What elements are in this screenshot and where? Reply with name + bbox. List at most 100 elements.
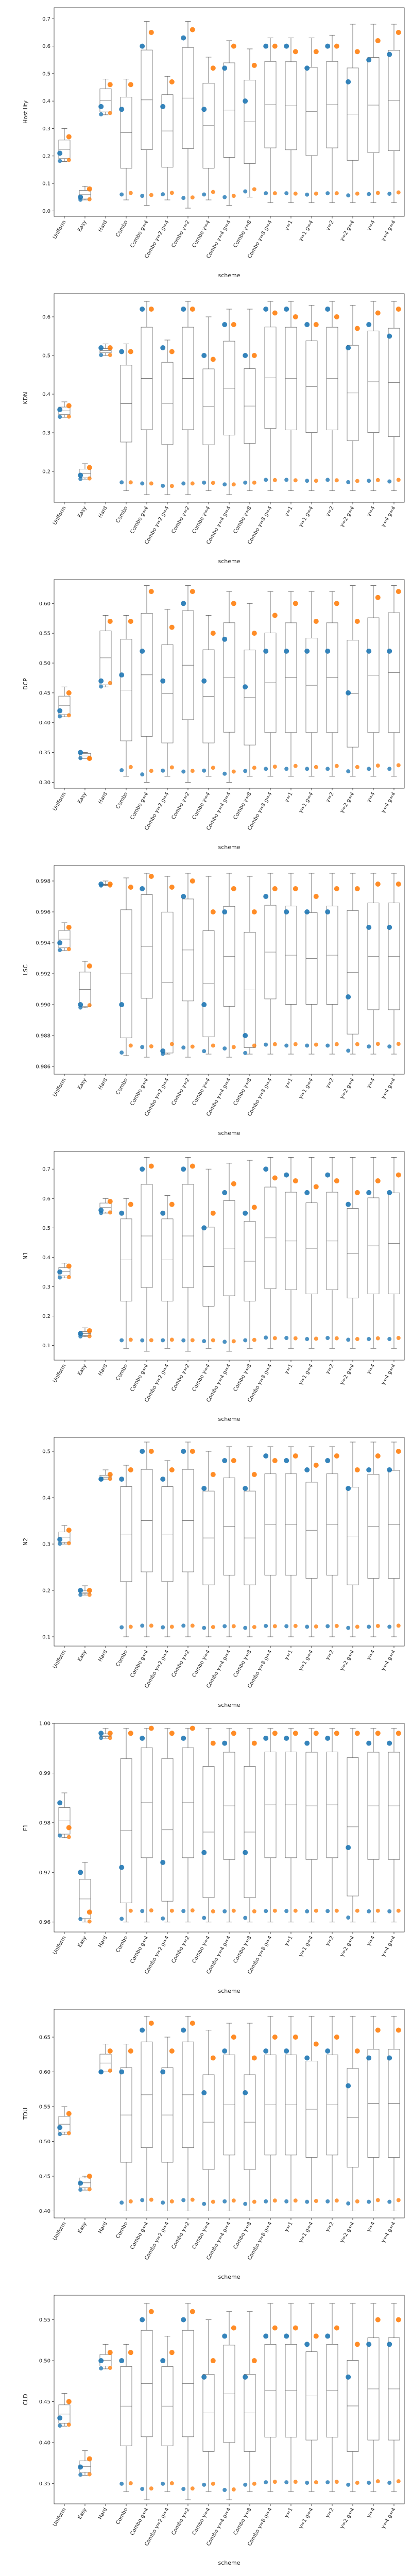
y-tick-label: 0.994 bbox=[36, 941, 50, 946]
x-tick-label: γ=2 g=4 bbox=[339, 791, 356, 814]
x-tick-label: Combo γ=8 bbox=[232, 1935, 252, 1964]
point-series-b bbox=[251, 631, 257, 636]
x-tick-label: γ=4 g=4 bbox=[381, 1363, 397, 1386]
point-series-a bbox=[222, 195, 227, 199]
point-series-a bbox=[264, 478, 268, 482]
point-series-a bbox=[325, 1043, 330, 1048]
point-series-a bbox=[58, 2424, 62, 2428]
point-series-a bbox=[161, 768, 165, 773]
y-tick-label: 0.60 bbox=[39, 601, 50, 607]
point-series-a bbox=[202, 2201, 207, 2206]
point-series-a bbox=[243, 1050, 248, 1055]
point-series-a bbox=[98, 678, 104, 684]
point-series-b bbox=[210, 909, 216, 914]
x-tick-label: γ=4 bbox=[366, 2221, 376, 2233]
y-tick-label: 0.990 bbox=[36, 1003, 50, 1008]
point-series-b bbox=[66, 403, 72, 409]
x-tick-label: Combo γ=2 g=4 bbox=[144, 1649, 170, 1689]
x-tick-label: γ=2 bbox=[325, 505, 335, 517]
point-series-b bbox=[293, 1623, 298, 1628]
point-series-b bbox=[108, 1477, 112, 1481]
point-series-a bbox=[346, 1486, 351, 1491]
y-tick-label: 0.50 bbox=[39, 661, 50, 667]
point-series-a bbox=[140, 2317, 145, 2323]
point-series-b bbox=[231, 1908, 236, 1913]
x-tick-label: Combo γ=8 g=4 bbox=[247, 1649, 273, 1689]
x-tick-label: Combo γ=4 g=4 bbox=[205, 1935, 232, 1975]
point-series-b bbox=[149, 769, 153, 773]
point-series-b bbox=[293, 478, 298, 483]
point-series-a bbox=[387, 925, 392, 930]
point-series-a bbox=[201, 1002, 207, 1007]
point-series-a bbox=[387, 2199, 392, 2204]
x-tick-label: Easy bbox=[77, 1077, 88, 1091]
point-series-a bbox=[367, 2199, 371, 2204]
point-series-b bbox=[293, 1453, 298, 1459]
point-series-b bbox=[396, 589, 401, 595]
point-series-b bbox=[66, 134, 72, 140]
point-series-a bbox=[243, 189, 248, 194]
point-series-b bbox=[87, 1919, 92, 1924]
point-series-b bbox=[128, 1731, 133, 1736]
point-series-b bbox=[66, 690, 72, 696]
point-series-a bbox=[325, 1458, 331, 1463]
point-series-a bbox=[201, 2090, 207, 2095]
x-tick-label: Combo γ=4 bbox=[191, 219, 211, 249]
point-series-b bbox=[128, 885, 133, 890]
point-series-b bbox=[334, 1336, 339, 1341]
point-series-b bbox=[313, 1184, 319, 1190]
point-series-b bbox=[354, 1731, 360, 1736]
x-tick-label: γ=2 g=4 bbox=[339, 1649, 356, 1672]
point-series-b bbox=[87, 2472, 92, 2477]
point-series-a bbox=[119, 2200, 124, 2205]
point-series-a bbox=[201, 1850, 207, 1855]
point-series-a bbox=[222, 636, 228, 642]
point-series-b bbox=[211, 2481, 215, 2486]
point-series-a bbox=[78, 1002, 83, 1007]
x-tick-label: γ=1 bbox=[284, 505, 294, 517]
point-series-a bbox=[263, 307, 269, 312]
point-series-b bbox=[396, 1042, 401, 1046]
point-series-a bbox=[119, 672, 125, 678]
point-series-a bbox=[284, 1043, 289, 1048]
point-series-a bbox=[346, 2374, 351, 2380]
point-series-a bbox=[263, 2048, 269, 2054]
point-series-a bbox=[325, 2333, 331, 2339]
point-series-b bbox=[169, 2350, 175, 2355]
point-series-b bbox=[107, 1731, 113, 1736]
point-series-a bbox=[57, 708, 63, 714]
y-tick-label: 0.986 bbox=[36, 1064, 50, 1070]
panel-cld: 0.35 0.40 0.45 0.50 0.55 CLD Uniform Easy Hard Co… bbox=[22, 2295, 405, 2566]
x-tick-label: γ=1 g=4 bbox=[298, 1077, 315, 1100]
x-tick-label: γ=2 bbox=[325, 219, 335, 231]
point-series-b bbox=[334, 43, 339, 49]
x-tick-label: Combo γ=8 bbox=[232, 791, 252, 821]
point-series-a bbox=[58, 159, 62, 163]
point-series-a bbox=[346, 2482, 351, 2487]
point-series-b bbox=[66, 2422, 71, 2427]
point-series-b bbox=[231, 194, 236, 198]
point-series-a bbox=[161, 192, 165, 197]
point-series-b bbox=[272, 2035, 278, 2040]
point-series-b bbox=[354, 619, 360, 624]
point-series-b bbox=[355, 2481, 359, 2485]
point-series-a bbox=[263, 2333, 269, 2339]
point-series-b bbox=[272, 1731, 278, 1736]
x-tick-label: Combo γ=8 g=4 bbox=[247, 1363, 273, 1403]
point-series-a bbox=[346, 769, 351, 774]
point-series-b bbox=[314, 1908, 318, 1913]
point-series-a bbox=[346, 1048, 351, 1053]
point-series-b bbox=[190, 1338, 195, 1343]
point-series-a bbox=[98, 104, 104, 109]
point-series-b bbox=[396, 763, 401, 768]
point-series-a bbox=[119, 1625, 124, 1630]
point-series-a bbox=[160, 1860, 166, 1865]
point-series-b bbox=[87, 963, 92, 969]
y-tick-label: 0.96 bbox=[39, 1920, 50, 1925]
point-series-b bbox=[148, 1449, 154, 1454]
point-series-a bbox=[325, 2480, 330, 2485]
x-tick-label: Combo g=4 bbox=[129, 2507, 149, 2536]
point-series-a bbox=[222, 2333, 228, 2339]
point-series-a bbox=[78, 1005, 83, 1010]
point-series-b bbox=[396, 307, 401, 312]
